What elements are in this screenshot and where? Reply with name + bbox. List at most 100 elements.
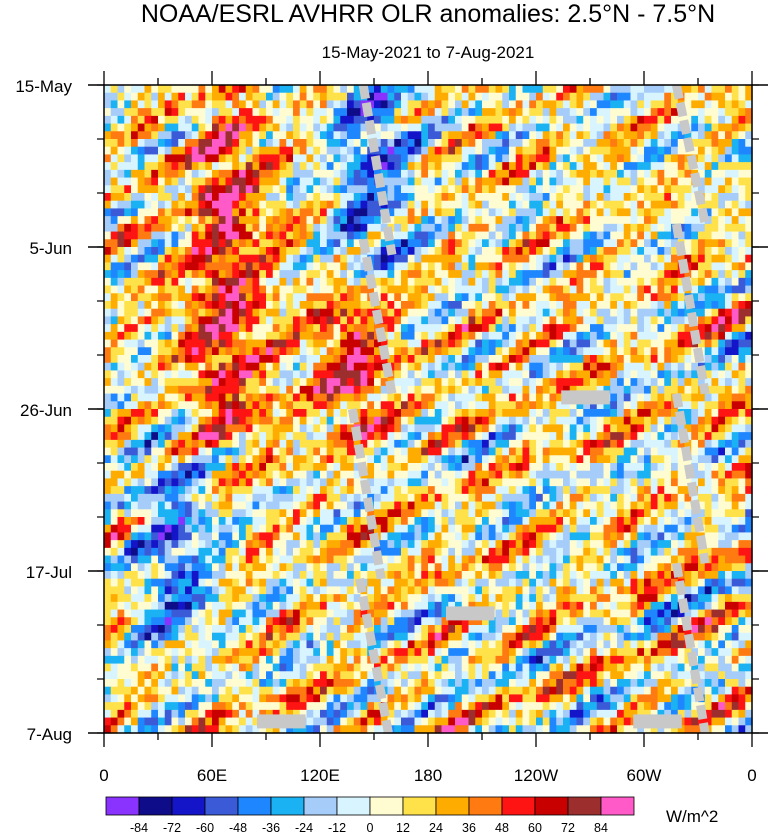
- anomaly-cell: [711, 347, 719, 356]
- anomaly-cell: [569, 293, 578, 302]
- anomaly-cell: [225, 285, 233, 294]
- anomaly-cell: [434, 85, 443, 94]
- anomaly-cell: [711, 424, 719, 433]
- anomaly-cell: [684, 439, 692, 449]
- anomaly-cell: [380, 478, 389, 487]
- anomaly-cell: [306, 162, 314, 171]
- anomaly-cell: [279, 463, 287, 472]
- anomaly-cell: [657, 100, 665, 109]
- anomaly-cell: [448, 162, 456, 171]
- anomaly-cell: [623, 85, 632, 94]
- anomaly-cell: [704, 239, 713, 248]
- anomaly-cell: [421, 401, 429, 410]
- anomaly-cell: [488, 478, 497, 487]
- anomaly-cell: [711, 223, 719, 233]
- anomaly-cell: [320, 92, 328, 102]
- anomaly-cell: [725, 393, 733, 402]
- anomaly-cell: [313, 139, 321, 148]
- anomaly-cell: [326, 270, 335, 279]
- anomaly-cell: [698, 247, 706, 256]
- anomaly-cell: [461, 463, 470, 472]
- anomaly-cell: [124, 478, 132, 487]
- anomaly-cell: [232, 92, 240, 102]
- anomaly-cell: [394, 177, 402, 186]
- anomaly-cell: [239, 247, 247, 256]
- anomaly-cell: [549, 231, 557, 240]
- anomaly-cell: [704, 115, 713, 125]
- anomaly-cell: [360, 162, 368, 171]
- anomaly-cell: [434, 447, 443, 456]
- anomaly-cell: [387, 447, 395, 456]
- anomaly-cell: [475, 131, 483, 140]
- anomaly-cell: [515, 339, 524, 348]
- anomaly-cell: [117, 270, 125, 279]
- anomaly-cell: [347, 277, 355, 287]
- anomaly-cell: [448, 146, 456, 156]
- anomaly-cell: [441, 92, 449, 102]
- anomaly-cell: [279, 216, 287, 225]
- anomaly-cell: [590, 262, 598, 271]
- anomaly-cell: [293, 463, 301, 472]
- anomaly-cell: [461, 277, 470, 287]
- anomaly-cell: [380, 108, 389, 117]
- anomaly-cell: [279, 424, 287, 433]
- anomaly-cell: [266, 270, 274, 279]
- anomaly-cell: [293, 169, 301, 179]
- anomaly-cell: [684, 385, 692, 395]
- anomaly-cell: [583, 115, 591, 125]
- anomaly-cell: [711, 185, 719, 194]
- anomaly-cell: [313, 223, 321, 233]
- anomaly-cell: [333, 324, 341, 333]
- anomaly-cell: [455, 108, 463, 117]
- anomaly-cell: [596, 216, 605, 225]
- anomaly-cell: [441, 347, 449, 356]
- anomaly-cell: [374, 185, 382, 194]
- anomaly-cell: [158, 146, 166, 156]
- anomaly-cell: [691, 92, 699, 102]
- anomaly-cell: [603, 216, 611, 225]
- anomaly-cell: [205, 254, 213, 264]
- anomaly-cell: [320, 439, 328, 449]
- anomaly-cell: [374, 108, 382, 117]
- anomaly-cell: [380, 301, 389, 310]
- anomaly-cell: [266, 85, 274, 94]
- anomaly-cell: [414, 270, 422, 279]
- anomaly-cell: [563, 200, 571, 210]
- anomaly-cell: [677, 270, 686, 279]
- anomaly-cell: [428, 169, 436, 179]
- anomaly-cell: [563, 432, 571, 441]
- anomaly-cell: [677, 316, 686, 325]
- anomaly-cell: [610, 216, 618, 225]
- anomaly-cell: [380, 247, 389, 256]
- anomaly-cell: [718, 478, 726, 487]
- anomaly-cell: [299, 362, 308, 372]
- anomaly-cell: [212, 347, 220, 356]
- anomaly-cell: [677, 308, 686, 318]
- anomaly-cell: [549, 208, 557, 217]
- anomaly-cell: [556, 254, 564, 264]
- anomaly-cell: [515, 277, 524, 287]
- anomaly-cell: [360, 331, 368, 341]
- anomaly-cell: [117, 424, 125, 433]
- anomaly-cell: [475, 108, 483, 117]
- anomaly-cell: [245, 293, 254, 302]
- anomaly-cell: [718, 409, 726, 418]
- anomaly-cell: [225, 169, 233, 179]
- anomaly-cell: [428, 331, 436, 341]
- anomaly-cell: [164, 200, 173, 210]
- anomaly-cell: [171, 370, 179, 379]
- anomaly-cell: [394, 262, 402, 271]
- anomaly-cell: [326, 455, 335, 464]
- anomaly-cell: [205, 85, 213, 94]
- anomaly-cell: [266, 162, 274, 171]
- anomaly-cell: [657, 131, 665, 140]
- anomaly-cell: [137, 409, 146, 418]
- anomaly-cell: [657, 401, 665, 410]
- anomaly-cell: [279, 247, 287, 256]
- anomaly-cell: [266, 339, 274, 348]
- anomaly-cell: [502, 108, 510, 117]
- anomaly-cell: [164, 177, 173, 186]
- anomaly-cell: [441, 223, 449, 233]
- anomaly-cell: [171, 100, 179, 109]
- anomaly-cell: [691, 455, 699, 464]
